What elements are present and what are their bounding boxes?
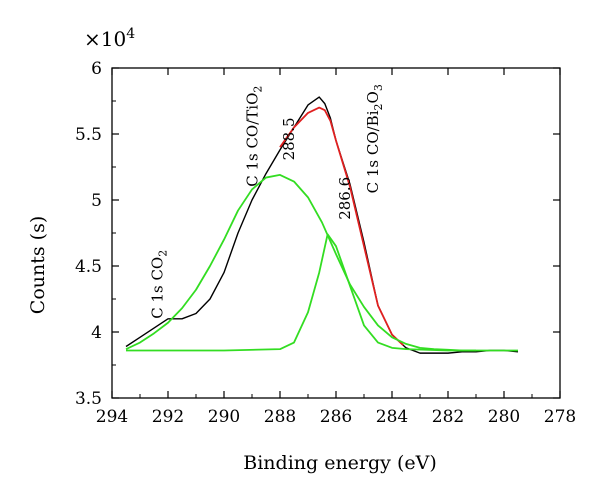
series-layer (125, 96, 519, 354)
y-multiplier-base: ×10 (84, 27, 126, 51)
y-tick-label: 4.5 (75, 257, 102, 277)
x-tick-label: 278 (544, 407, 576, 427)
x-tick-label: 290 (208, 407, 240, 427)
series-line-1 (125, 96, 519, 354)
x-axis-label: Binding energy (eV) (243, 452, 437, 474)
peak-annotation: 288.5 (280, 117, 298, 160)
series-line-3 (125, 174, 476, 352)
peak-annotation: 286.6 (336, 177, 354, 220)
x-tick-label: 284 (376, 407, 408, 427)
y-tick-label: 3.5 (75, 389, 102, 409)
series-line-2 (279, 106, 404, 346)
peak-annotation: C 1s CO2 (148, 250, 169, 319)
axis-ticks: 294 292 290 288 286 284 282 280 278 3.5 4 4.5 5 5.5 6 (75, 59, 576, 427)
x-tick-label: 280 (488, 407, 520, 427)
x-tick-label: 288 (264, 407, 296, 427)
svg-text:×104: ×104 (84, 26, 135, 51)
y-axis-multiplier: ×104 (84, 26, 135, 51)
peak-annotation: C 1s CO/TiO2 (244, 86, 265, 187)
x-tick-label: 294 (96, 407, 128, 427)
y-tick-label: 5 (91, 191, 102, 211)
x-tick-label: 286 (320, 407, 352, 427)
y-tick-label: 4 (91, 323, 102, 343)
y-multiplier-exponent: 4 (126, 26, 135, 42)
y-tick-label: 6 (91, 59, 102, 79)
x-tick-label: 292 (152, 407, 184, 427)
y-tick-label: 5.5 (75, 125, 102, 145)
series-line-4 (126, 233, 518, 352)
plot-frame (111, 67, 561, 399)
y-axis-label: Counts (s) (27, 216, 49, 314)
x-tick-label: 282 (432, 407, 464, 427)
annotations: C 1s CO2 C 1s CO/TiO2 288.5 286.6 C 1s CO/Bi… (148, 84, 385, 319)
peak-annotation: C 1s CO/Bi2O3 (364, 84, 385, 193)
